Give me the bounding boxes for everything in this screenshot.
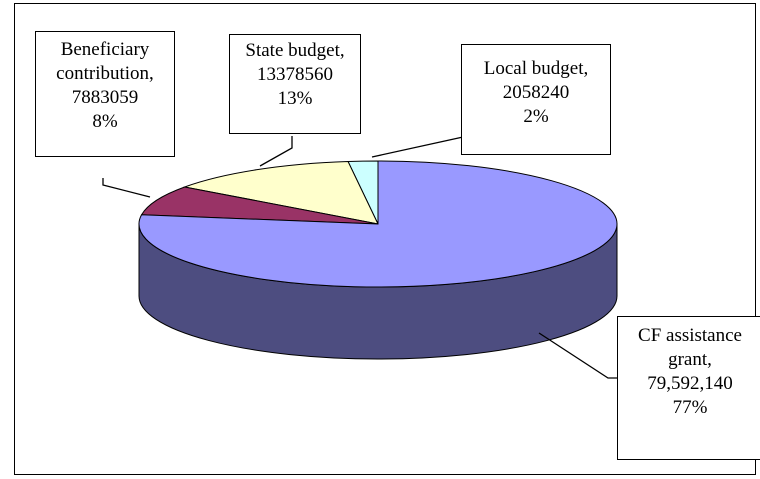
label-line: CF assistance — [638, 325, 742, 346]
label-line: Local budget, — [483, 58, 589, 79]
pie-slice-3 — [138, 160, 618, 288]
leader-lines — [102, 136, 617, 379]
slice-label-state-budget: State budget, 13378560 13% — [229, 34, 361, 134]
label-line: Beneficiary — [60, 39, 150, 60]
label-line: 8% — [92, 110, 118, 132]
label-line: 13% — [277, 87, 313, 109]
label-line: State budget, — [245, 40, 345, 61]
label-line: contribution, — [56, 62, 154, 84]
label-line: 79,592,140 — [647, 372, 733, 394]
leader-line-2 — [371, 136, 464, 158]
slice-label-beneficiary-contribution: Beneficiary contribution, 7883059 8% — [35, 31, 175, 157]
slice-label-cf-assistance-grant: CF assistance grant, 79,592,140 77% — [617, 316, 760, 460]
pie-slice-1 — [182, 160, 379, 225]
label-line: 7883059 — [71, 86, 139, 108]
label-line: 2% — [523, 105, 549, 127]
leader-line-1 — [259, 136, 293, 167]
label-line: 77% — [672, 396, 708, 418]
label-line: grant, — [668, 348, 712, 370]
label-line: 13378560 — [257, 63, 333, 85]
pie-slice-0 — [140, 186, 379, 225]
label-line: 2058240 — [502, 81, 570, 103]
slice-label-local-budget: Local budget, 2058240 2% — [461, 44, 611, 155]
leader-line-0 — [102, 178, 151, 198]
leader-line-3 — [538, 332, 617, 379]
pie-top — [138, 160, 618, 288]
